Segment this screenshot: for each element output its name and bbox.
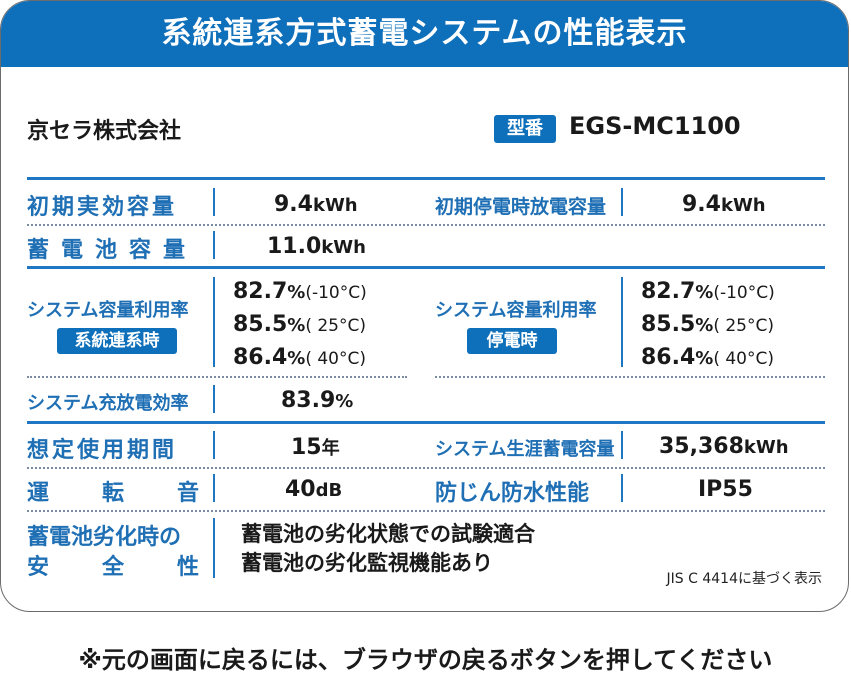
model-number: EGS-MC1100 <box>569 112 741 140</box>
lifetime-capacity-label: システム生涯蓄電容量 <box>435 439 615 460</box>
util-grid-badge: 系統連系時 <box>57 328 177 354</box>
company-name: 京セラ株式会社 <box>27 119 182 144</box>
battery-capacity-label: 蓄電池容量 <box>27 238 198 263</box>
jis-note: JIS C 4414に基づく表示 <box>666 571 822 587</box>
util-outage-line-1: 82.7%(-10°C) <box>641 279 775 304</box>
divider <box>213 188 215 216</box>
util-grid-label: システム容量利用率 <box>27 300 189 321</box>
degradation-label-line2: 安全性 <box>27 555 199 580</box>
battery-capacity-value: 11.0kWh <box>267 234 366 259</box>
page-title: 系統連系方式蓄電システムの性能表示 <box>1 1 848 67</box>
degradation-text-line1: 蓄電池の劣化状態での試験適合 <box>241 522 535 546</box>
util-grid-line-3: 86.4%( 40°C) <box>233 345 366 370</box>
life-label: 想定使用期間 <box>27 438 178 463</box>
degradation-text-line2: 蓄電池の劣化監視機能あり <box>241 551 493 575</box>
util-outage-label: システム容量利用率 <box>435 300 597 321</box>
sound-label: 運転音 <box>27 481 199 506</box>
util-outage-badge: 停電時 <box>467 328 557 354</box>
performance-card: 系統連系方式蓄電システムの性能表示 京セラ株式会社 型番 EGS-MC1100 … <box>0 0 849 612</box>
charge-efficiency-label: システム充放電効率 <box>27 393 189 414</box>
model-badge: 型番 <box>494 115 556 143</box>
protection-label: 防じん防水性能 <box>435 481 590 506</box>
divider <box>621 188 623 216</box>
separator <box>27 266 825 269</box>
dotted-separator <box>27 510 825 512</box>
util-outage-line-2: 85.5%( 25°C) <box>641 312 774 337</box>
dotted-separator <box>27 467 825 469</box>
protection-value: IP55 <box>698 477 753 502</box>
divider <box>621 277 623 367</box>
lifetime-capacity-value: 35,368kWh <box>659 434 789 459</box>
dotted-separator <box>27 376 407 378</box>
separator <box>27 421 825 424</box>
charge-efficiency-value: 83.9% <box>281 388 354 413</box>
initial-capacity-label: 初期実効容量 <box>27 195 178 220</box>
util-grid-line-2: 85.5%( 25°C) <box>233 312 366 337</box>
divider <box>213 431 215 459</box>
divider <box>213 474 215 502</box>
footer-note: ※元の画面に戻るには、ブラウザの戻るボタンを押してください <box>78 646 773 674</box>
outage-capacity-value: 9.4kWh <box>682 192 766 217</box>
divider <box>621 474 623 502</box>
initial-capacity-value: 9.4kWh <box>274 192 358 217</box>
outage-capacity-label: 初期停電時放電容量 <box>435 196 607 218</box>
divider <box>213 231 215 259</box>
divider <box>213 277 215 367</box>
util-grid-line-1: 82.7%(-10°C) <box>233 279 367 304</box>
dotted-separator <box>435 376 825 378</box>
life-value: 15年 <box>291 435 340 460</box>
divider <box>213 518 215 578</box>
util-outage-line-3: 86.4%( 40°C) <box>641 345 774 370</box>
degradation-label-line1: 蓄電池劣化時の <box>27 525 182 550</box>
divider <box>621 431 623 459</box>
dotted-separator <box>27 224 825 226</box>
divider <box>213 385 215 413</box>
separator-top <box>27 177 825 180</box>
sound-value: 40dB <box>285 477 343 502</box>
